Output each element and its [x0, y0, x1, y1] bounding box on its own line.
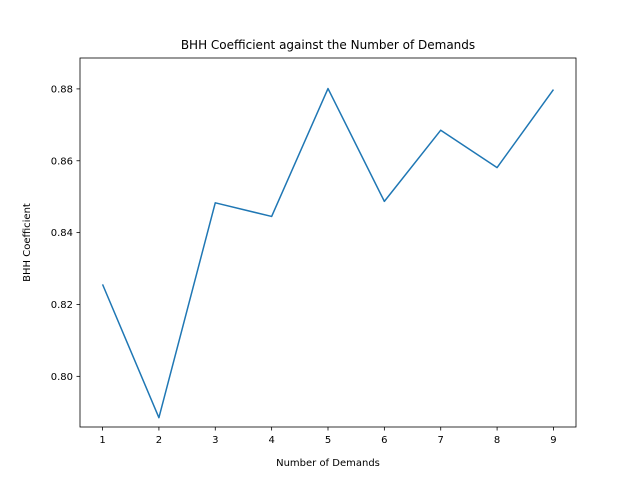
x-tick-label: 4 [268, 435, 274, 446]
x-tick-label: 8 [494, 435, 500, 446]
y-axis-label: BHH Coefficient [22, 203, 33, 282]
x-tick-label: 1 [99, 435, 105, 446]
x-tick-label: 3 [212, 435, 218, 446]
x-tick-label: 6 [381, 435, 387, 446]
y-axis-ticks: 0.80 0.82 0.84 0.86 0.88 [51, 84, 80, 383]
x-axis-label: Number of Demands [276, 458, 380, 469]
x-tick-label: 9 [550, 435, 556, 446]
y-tick-label: 0.88 [51, 84, 73, 95]
x-tick-label: 5 [325, 435, 331, 446]
y-tick-label: 0.86 [51, 156, 73, 167]
x-tick-label: 2 [156, 435, 162, 446]
x-tick-label: 7 [438, 435, 444, 446]
y-tick-label: 0.84 [51, 228, 73, 239]
y-tick-label: 0.82 [51, 300, 73, 311]
x-axis-ticks: 1 2 3 4 5 6 7 8 9 [99, 427, 557, 446]
y-tick-label: 0.80 [51, 372, 73, 383]
series-group [101, 87, 555, 419]
axes-frame [79, 57, 577, 428]
chart-title: BHH Coefficient against the Number of De… [181, 38, 475, 52]
series-line [101, 87, 555, 419]
